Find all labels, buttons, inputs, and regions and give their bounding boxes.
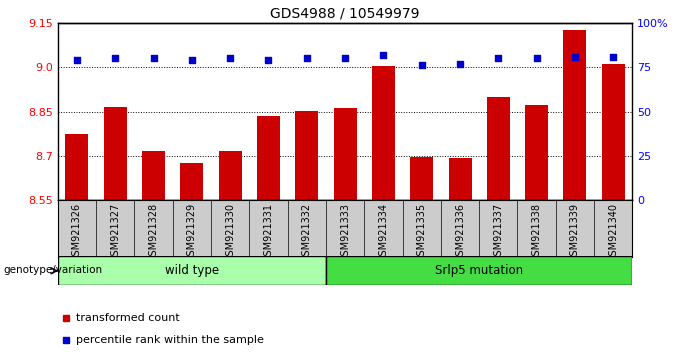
- Point: [378, 52, 389, 58]
- Text: GSM921326: GSM921326: [72, 203, 82, 262]
- Point: [224, 56, 236, 61]
- Bar: [142, 151, 165, 200]
- Bar: [449, 158, 471, 200]
- Text: GSM921333: GSM921333: [340, 203, 350, 262]
- Point: [416, 63, 427, 68]
- Point: [148, 56, 159, 61]
- Text: GSM921335: GSM921335: [417, 203, 427, 262]
- Bar: [564, 30, 586, 200]
- Point: [569, 54, 580, 59]
- Bar: [180, 163, 203, 200]
- Text: GSM921327: GSM921327: [110, 203, 120, 262]
- Text: wild type: wild type: [165, 264, 219, 277]
- Text: GSM921334: GSM921334: [378, 203, 388, 262]
- Bar: [65, 133, 88, 200]
- Bar: [525, 105, 548, 200]
- Bar: [410, 157, 433, 200]
- Bar: [372, 66, 395, 200]
- Bar: [58, 256, 326, 285]
- Point: [186, 57, 197, 63]
- Text: GSM921339: GSM921339: [570, 203, 580, 262]
- Bar: [257, 116, 280, 200]
- Text: GSM921330: GSM921330: [225, 203, 235, 262]
- Text: transformed count: transformed count: [76, 313, 180, 323]
- Point: [301, 56, 312, 61]
- Point: [263, 57, 274, 63]
- Bar: [219, 151, 241, 200]
- Text: GSM921340: GSM921340: [608, 203, 618, 262]
- Text: GSM921337: GSM921337: [493, 203, 503, 262]
- Bar: [334, 108, 356, 200]
- Title: GDS4988 / 10549979: GDS4988 / 10549979: [271, 6, 420, 21]
- Text: GSM921332: GSM921332: [302, 203, 312, 262]
- Text: GSM921331: GSM921331: [263, 203, 273, 262]
- Text: GSM921338: GSM921338: [532, 203, 542, 262]
- Point: [71, 57, 82, 63]
- Bar: [487, 97, 510, 200]
- Bar: [104, 107, 126, 200]
- Bar: [326, 256, 632, 285]
- Text: GSM921328: GSM921328: [148, 203, 158, 262]
- Text: GSM921336: GSM921336: [455, 203, 465, 262]
- Point: [493, 56, 504, 61]
- Point: [109, 56, 121, 61]
- Bar: [602, 64, 625, 200]
- Bar: [295, 111, 318, 200]
- Text: percentile rank within the sample: percentile rank within the sample: [76, 335, 264, 345]
- Point: [454, 61, 465, 67]
- Point: [608, 54, 619, 59]
- Text: genotype/variation: genotype/variation: [3, 265, 103, 275]
- Point: [339, 56, 351, 61]
- Text: GSM921329: GSM921329: [187, 203, 197, 262]
- Point: [531, 56, 542, 61]
- Text: Srlp5 mutation: Srlp5 mutation: [435, 264, 523, 277]
